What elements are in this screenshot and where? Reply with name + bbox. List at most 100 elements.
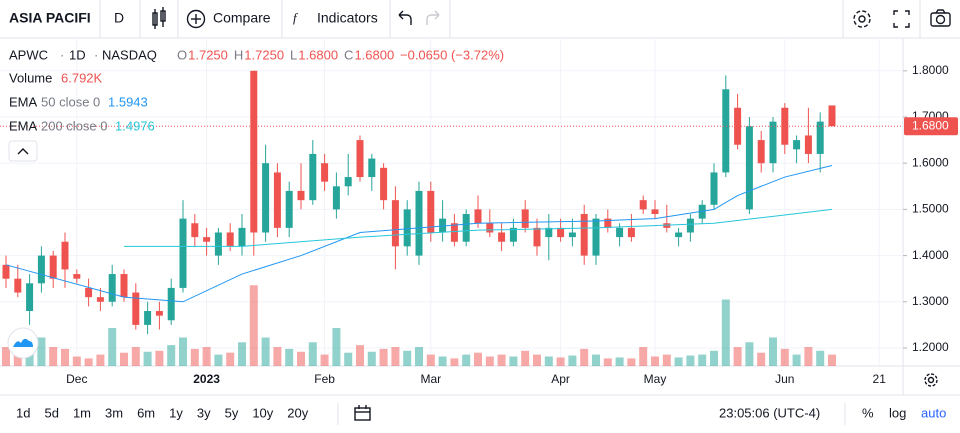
collapse-button[interactable] [8, 140, 38, 162]
ohlc: O 1.7250 H 1.7250 L 1.6800 C 1.6800 [177, 47, 394, 62]
range-button[interactable]: 5y [225, 405, 239, 420]
range-button[interactable]: 1y [169, 405, 183, 420]
volume-bar [2, 347, 10, 366]
ema-line [124, 208, 833, 247]
volume-value: 6.792K [61, 70, 103, 85]
volume-bar [143, 351, 152, 366]
compare[interactable]: Compare [213, 10, 271, 26]
x-tick-label: Dec [66, 372, 87, 386]
volume-bar [686, 355, 695, 366]
axis-settings[interactable] [924, 373, 938, 387]
candle-body [757, 140, 765, 164]
volume-bar [556, 357, 565, 366]
volume-bar [415, 347, 423, 366]
volume-bar [544, 356, 553, 366]
ohlc-key: H [234, 47, 243, 62]
candle-body [686, 218, 694, 233]
range-button[interactable]: 6m [137, 405, 155, 420]
candle-body [2, 264, 10, 279]
volume-bar [84, 358, 93, 366]
ema50-value: 1.5943 [108, 94, 148, 109]
volume-bar [568, 355, 577, 366]
volume-bar [356, 345, 364, 366]
candle-body [332, 186, 340, 210]
y-tick-label: 1.4000 [912, 248, 949, 262]
symbol[interactable]: ASIA PACIFI [9, 10, 91, 26]
candle-body [651, 209, 659, 215]
ohlc-value: 1.6800 [354, 47, 394, 62]
candle-body [415, 190, 423, 256]
volume-bar [804, 347, 813, 366]
volume-bar [261, 337, 270, 366]
candle-body [214, 232, 222, 256]
range-button[interactable]: 3m [105, 405, 123, 420]
volume-bar [226, 352, 235, 366]
fx-icon[interactable]: f [293, 10, 299, 25]
log-toggle[interactable]: log [889, 405, 906, 420]
candle-body [120, 274, 128, 298]
compare-icon[interactable] [186, 9, 206, 29]
volume-bar [733, 347, 742, 366]
volume-bar [615, 357, 624, 366]
candle-body [96, 297, 104, 302]
volume-bar [474, 352, 482, 366]
candle-body [73, 274, 81, 279]
volume-bar [238, 342, 246, 366]
candle-body [167, 287, 175, 321]
candle-body [545, 227, 553, 238]
candle-body [309, 153, 317, 201]
undo[interactable] [398, 10, 412, 25]
candle-icon[interactable] [152, 7, 166, 29]
candle-body [37, 255, 45, 284]
last-price-tag [904, 117, 958, 136]
range-button[interactable]: 1m [73, 405, 91, 420]
snapshot-icon[interactable] [930, 9, 951, 27]
candle-body [568, 232, 576, 238]
volume-bar [438, 356, 447, 366]
interval[interactable]: D [114, 10, 124, 26]
candle-body [144, 311, 152, 325]
settings-icon[interactable] [853, 10, 871, 28]
redo[interactable] [426, 10, 440, 25]
candle-body [132, 292, 140, 325]
volume-bar [721, 299, 730, 366]
range-button[interactable]: 1d [16, 405, 30, 420]
ticker: APWC [9, 47, 48, 62]
date-range-icon[interactable] [354, 405, 371, 421]
volume-bar [639, 347, 648, 366]
volume-bar [131, 347, 140, 366]
volume-bar [249, 285, 258, 366]
range-button[interactable]: 20y [287, 405, 308, 420]
x-tick-label: 21 [873, 372, 887, 386]
volume-bar [13, 351, 22, 366]
volume-bar [285, 348, 294, 366]
indicators[interactable]: Indicators [317, 10, 378, 26]
candle-body [14, 278, 22, 293]
candle-body [498, 232, 506, 242]
range-button[interactable]: 5d [44, 405, 58, 420]
range-button[interactable]: 3y [197, 405, 211, 420]
volume-bar [603, 358, 612, 366]
candle-body [262, 163, 270, 233]
candle-body [356, 140, 364, 178]
volume-bar [96, 354, 105, 366]
candle-body [285, 190, 293, 228]
volume-bar [816, 350, 825, 366]
dot: · [94, 47, 98, 62]
candle-body [297, 190, 305, 201]
volume-bar [651, 356, 659, 366]
auto-toggle[interactable]: auto [921, 405, 946, 420]
candle-body [745, 126, 753, 210]
volume-bar [61, 348, 69, 366]
volume-bar [108, 328, 117, 366]
range-button[interactable]: 10y [252, 405, 273, 420]
candle-body [509, 227, 517, 242]
volume-bar [426, 354, 435, 366]
dot: · [60, 47, 64, 62]
volume-bar [37, 337, 46, 366]
fullscreen-icon[interactable] [893, 10, 910, 28]
candle-body [321, 163, 329, 182]
percent-toggle[interactable]: % [862, 405, 874, 420]
